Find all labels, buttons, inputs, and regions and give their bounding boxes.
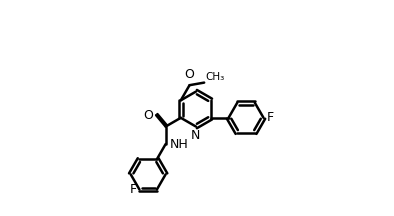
Text: F: F xyxy=(266,111,273,124)
Text: N: N xyxy=(191,129,201,142)
Text: O: O xyxy=(185,68,195,81)
Text: NH: NH xyxy=(170,138,189,151)
Text: CH₃: CH₃ xyxy=(205,71,225,81)
Text: F: F xyxy=(130,183,137,196)
Text: O: O xyxy=(143,109,153,122)
